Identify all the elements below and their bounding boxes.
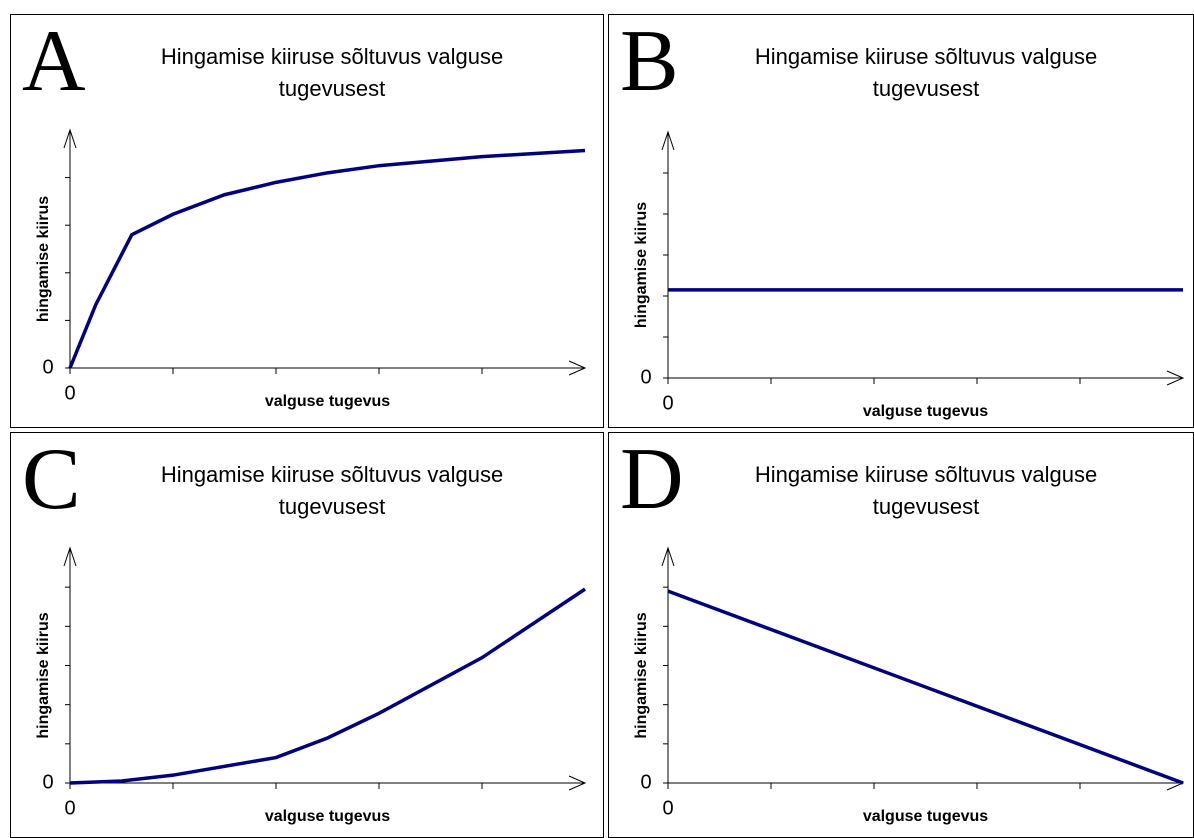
x-axis-label: valguse tugevus [265, 393, 390, 410]
y-arrow [661, 546, 675, 567]
y-arrow [63, 546, 77, 567]
y-axis-label: hingamise kiirus [35, 612, 52, 738]
x-tick-label: 0 [662, 392, 673, 414]
y-tick-label: 0 [42, 771, 53, 793]
data-line [69, 587, 586, 785]
y-axis-label: hingamise kiirus [633, 202, 650, 328]
y-tick-label: 0 [640, 366, 651, 388]
chart-title: tugevusest [279, 494, 385, 519]
chart-title: Hingamise kiiruse sõltuvus valguse [755, 44, 1097, 69]
chart-title: tugevusest [873, 494, 979, 519]
y-tick-label: 0 [42, 356, 53, 378]
data-line [667, 589, 1184, 785]
x-axis-label: valguse tugevus [265, 808, 390, 825]
chart-title: tugevusest [279, 76, 385, 101]
x-tick-label: 0 [64, 382, 75, 404]
x-arrow [568, 775, 587, 791]
x-axis-label: valguse tugevus [863, 403, 988, 420]
panel-letter: C [22, 431, 81, 528]
y-tick-label: 0 [640, 771, 651, 793]
y-arrow [661, 130, 675, 151]
chart-title: Hingamise kiiruse sõltuvus valguse [161, 462, 503, 487]
chart-title: Hingamise kiiruse sõltuvus valguse [161, 44, 503, 69]
x-tick-label: 0 [64, 797, 75, 819]
y-axis-label: hingamise kiirus [35, 196, 52, 322]
data-line [68, 148, 586, 369]
x-arrow [568, 360, 587, 376]
y-arrow [63, 128, 77, 149]
chart-title: tugevusest [873, 76, 979, 101]
x-axis-label: valguse tugevus [863, 808, 988, 825]
panel-letter: D [620, 431, 684, 528]
x-tick-label: 0 [662, 797, 673, 819]
panel-letter: A [22, 13, 86, 110]
y-axis-label: hingamise kiirus [633, 612, 650, 738]
panel-letter: B [620, 13, 679, 110]
chart-title: Hingamise kiiruse sõltuvus valguse [755, 462, 1097, 487]
x-arrow [1166, 370, 1185, 386]
panel-border [10, 14, 604, 428]
